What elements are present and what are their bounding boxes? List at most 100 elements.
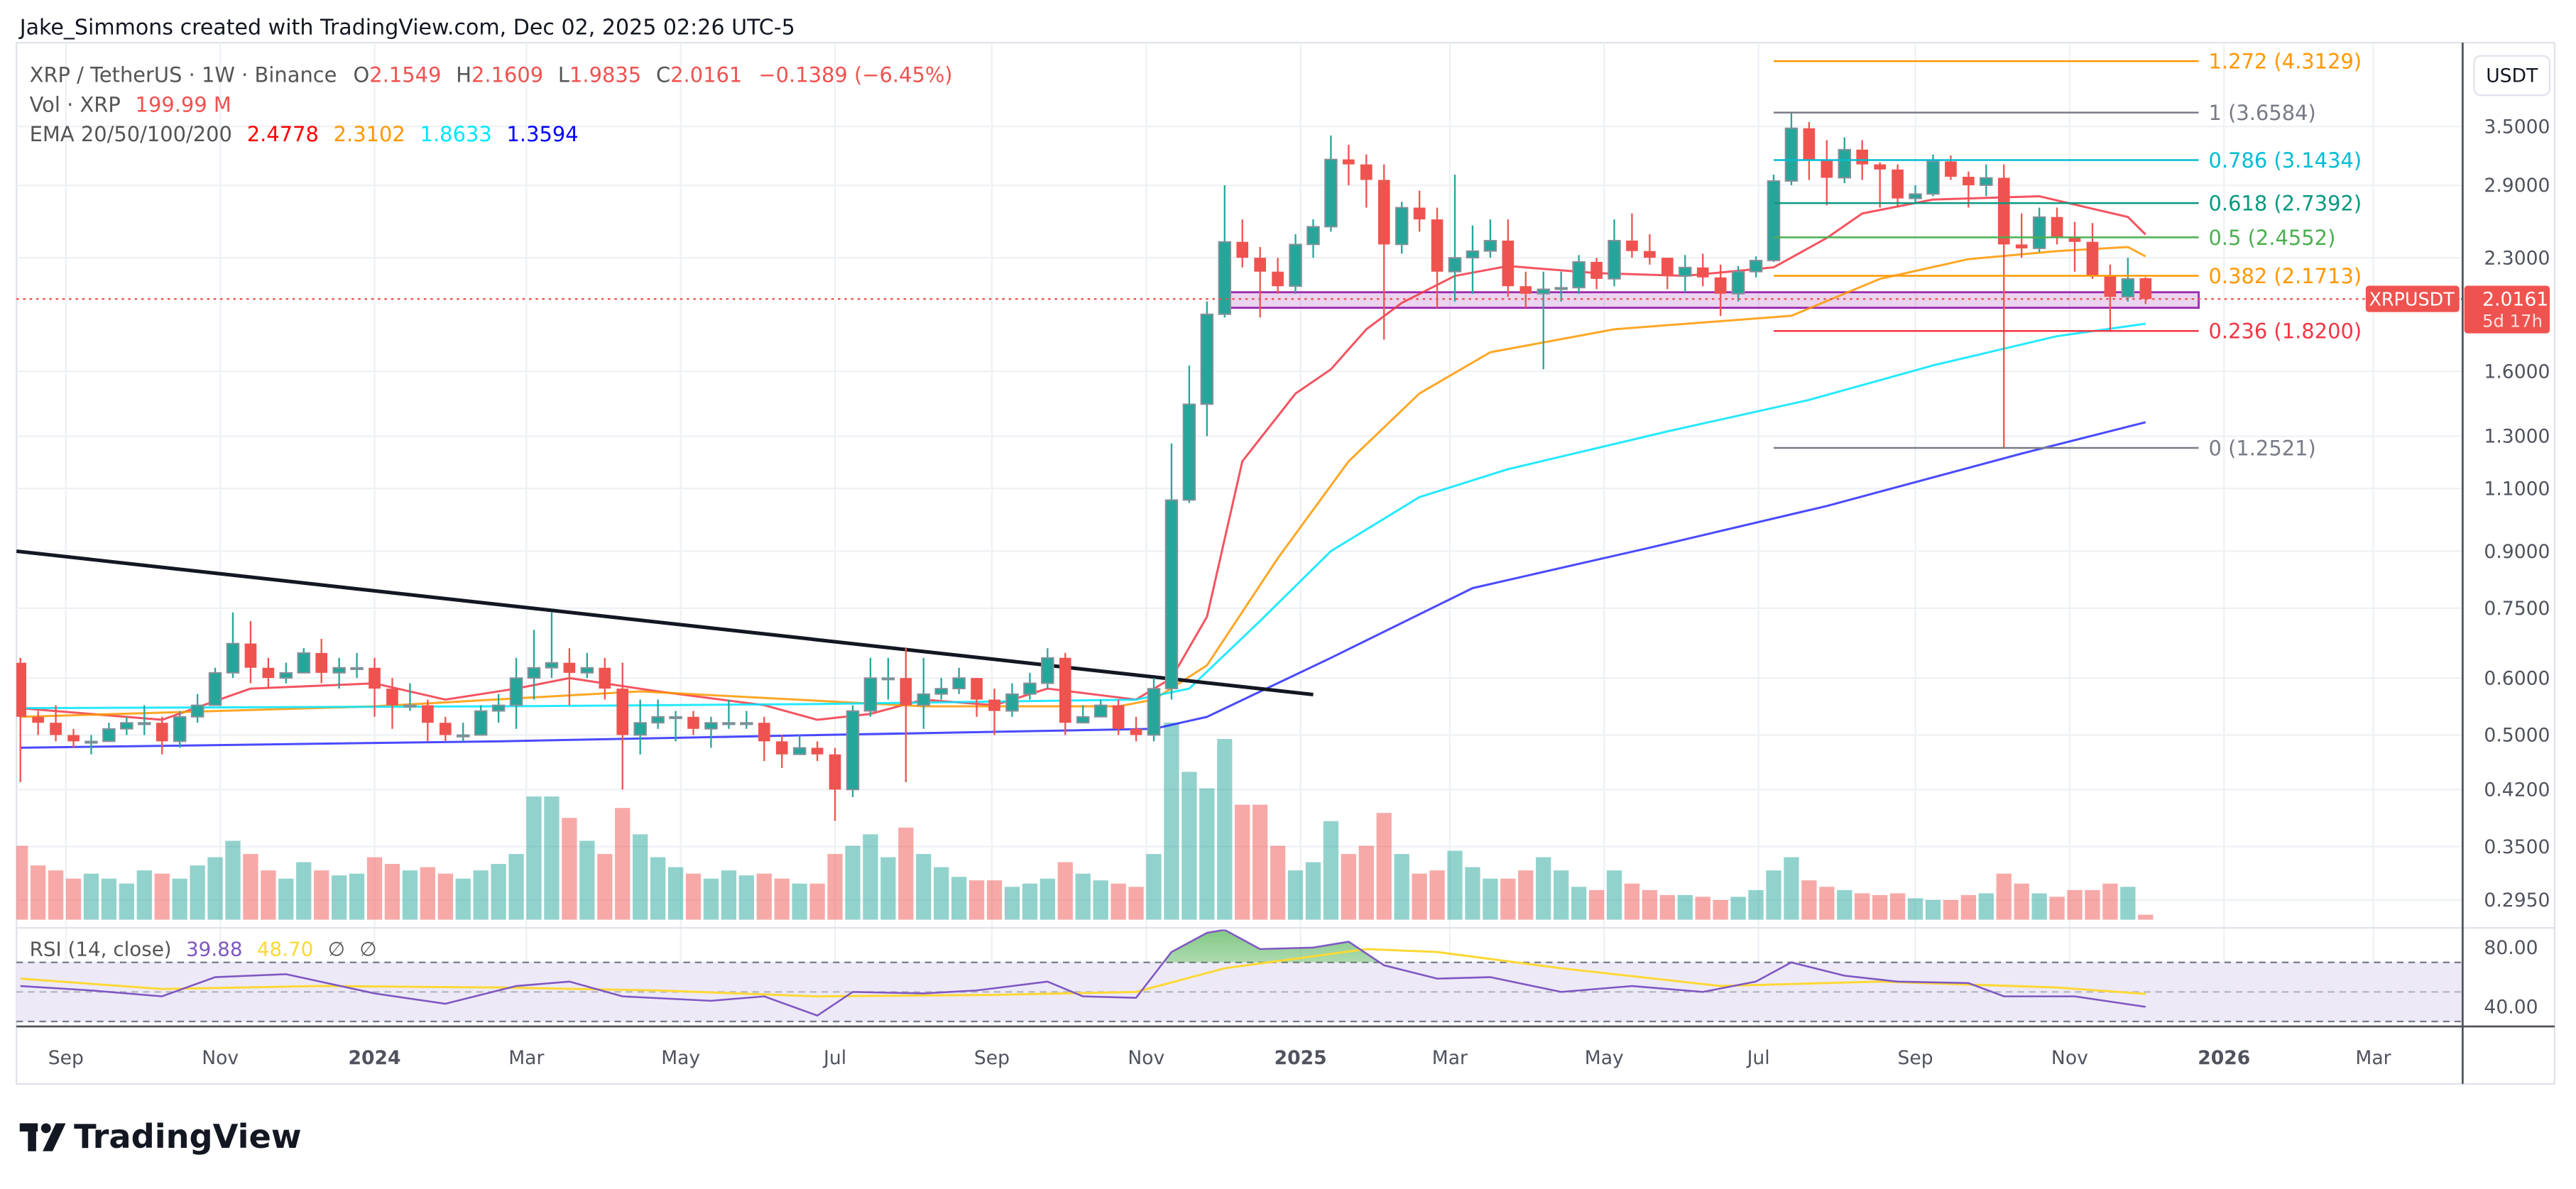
currency-button[interactable]: USDT [2473,55,2551,97]
candle [988,689,1000,735]
candle [2051,207,2063,245]
candle-body [900,678,912,706]
volume-bar [332,875,347,920]
symbol-tag: XRPUSDT [2369,289,2455,310]
rsi-extra-2: ∅ [359,937,376,960]
price-tick-label: 0.3500 [2484,836,2550,858]
volume-bar [1536,857,1551,920]
candle-body [1696,267,1709,278]
candle [881,657,895,700]
tradingview-logo-text: TradingView [74,1117,302,1156]
candle [563,648,576,706]
volume-bar [1642,889,1658,920]
candle [1164,443,1179,700]
volume-bar [1606,870,1622,920]
volume-bar [809,883,825,920]
candle-body [1448,257,1462,273]
volume-bar [738,875,754,920]
volume-bar [1960,894,1977,920]
legend-vol-label[interactable]: Vol · XRP [30,92,121,116]
legend-symbol[interactable]: XRP / TetherUS · 1W · Binance [30,63,337,87]
candle [1572,255,1586,294]
legend-h-label: H [456,63,471,87]
candle [2121,258,2135,302]
candle-body [369,667,381,689]
candle-body [1466,250,1480,259]
legend-volume: Vol · XRP 199.99 M [30,92,231,116]
candle [155,716,168,755]
candle-body [332,667,346,674]
rsi-axis[interactable]: 80.00 40.00 [2484,937,2538,1018]
volume-bar [296,862,312,920]
volume-bar [1075,873,1091,920]
time-tick-label: Jul [822,1047,846,1069]
candle-body [439,723,452,735]
candle-body [1963,177,1975,185]
volume-bar [986,880,1003,920]
volume-bar [1323,821,1339,920]
candle [1767,175,1781,262]
volume-bar [562,818,577,920]
volume-bar [1429,870,1445,920]
tradingview-logo[interactable]: TradingView [19,1117,302,1156]
volume-bar [1305,862,1321,920]
currency-label: USDT [2486,65,2538,87]
candle [1519,271,1532,308]
volume-bar [1358,845,1374,920]
legend-ema-label[interactable]: EMA 20/50/100/200 [30,122,232,146]
candle-body [1572,261,1586,289]
candle-body [863,677,878,712]
candle [84,735,98,755]
volume-bar [1235,804,1250,920]
legend-ema200: 1.3594 [507,122,579,146]
time-tick-label: Mar [508,1047,544,1069]
time-tick-label: Jul [1746,1047,1770,1069]
time-tick-label: May [1585,1047,1624,1069]
candle [1413,190,1426,232]
candle-body [1767,180,1781,261]
price-tick-label: 3.5000 [2484,116,2550,138]
candle-body [138,722,151,725]
price-tick-label: 0.6000 [2484,667,2550,689]
candle [1324,135,1338,232]
candle-body [509,677,523,706]
candle-body [386,689,398,706]
volume-bar [1695,897,1710,920]
fibonacci-retracement[interactable]: 1.272 (4.3129) 1 (3.6584) 0.786 (3.1434) 0.… [1773,50,2362,461]
candle-body [740,722,753,725]
volume-bar [1217,739,1233,920]
candle-body [2051,217,2063,237]
candle [1749,256,1763,278]
candle-body [704,722,718,730]
trendline-segment[interactable] [16,549,1314,697]
candle [1306,219,1320,258]
candle [1218,185,1232,318]
candle [1200,301,1214,437]
support-zone-box[interactable] [1223,291,2200,309]
trendline[interactable] [16,549,1314,697]
volume-bar [2085,889,2100,920]
rsi-label[interactable]: RSI (14, close) [30,937,172,960]
candle [1537,271,1551,370]
volume-bar [48,870,64,920]
candle [297,648,311,674]
volume-bar [685,873,702,920]
candle [1997,164,2010,449]
time-tick-label: Mar [1432,1047,1468,1069]
rsi-legend: RSI (14, close) 39.88 48.70 ∅ ∅ [30,937,377,960]
candle-body [315,652,328,673]
volume-bar [1837,889,1852,920]
time-axis[interactable]: Sep Nov 2024 Mar May Jul Sep Nov 2025 Mar May Jul Se… [48,1047,2391,1069]
volume-bar [1164,722,1179,920]
candle-body [422,705,434,723]
candle-body [1997,177,2010,245]
candle [208,667,222,706]
volume-bar [437,873,453,920]
fib-level-label: 0.5 (2.4552) [2209,226,2336,250]
price-axis-ticks[interactable]: 3.5000 2.9000 2.3000 1.6000 1.3000 1.1000 0.90… [2484,116,2550,911]
candle-body [1803,128,1816,160]
volume-bar [898,827,914,920]
candle-body [1306,226,1320,246]
candle [651,699,665,729]
